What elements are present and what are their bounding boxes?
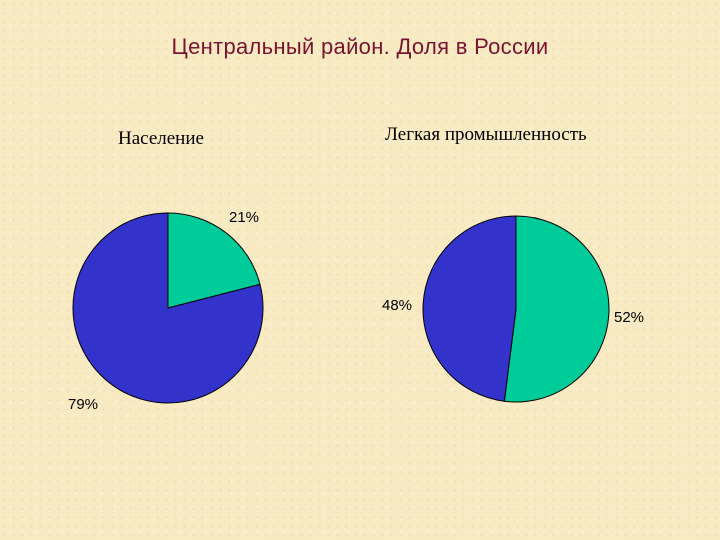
pie-slice-population-0: [167, 212, 261, 309]
chart-title-population: Население: [118, 128, 204, 149]
pie-label-light-industry-0: 52%: [614, 309, 644, 326]
chart-title-light-industry: Легкая промышленность: [385, 124, 587, 145]
pie-label-population-0: 21%: [229, 209, 259, 226]
pie-label-population-1: 79%: [68, 396, 98, 413]
pie-slice-population-1: [72, 212, 264, 404]
pie-slice-light-industry-1: [422, 215, 517, 402]
slide-title: Центральный район. Доля в России: [171, 34, 549, 59]
pie-slice-light-industry-0: [503, 215, 610, 403]
pie-label-light-industry-1: 48%: [382, 297, 412, 314]
